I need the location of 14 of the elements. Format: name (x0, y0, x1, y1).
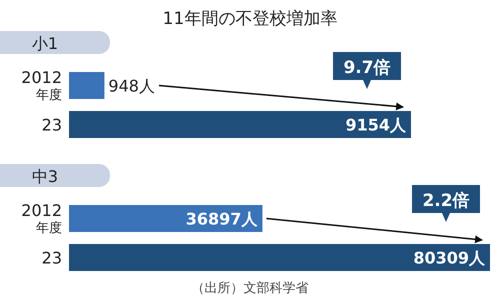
data-label: 948人 (108, 76, 155, 96)
annotation: 2.2倍 (422, 191, 470, 211)
chart-subtitle: 中3 (32, 167, 58, 186)
y-tick-label: 23 (42, 116, 62, 134)
y-tick-label: 2012 年度 (21, 201, 62, 236)
text: （出所）文部科学省 (192, 281, 308, 296)
y-tick-label: 23 (42, 248, 62, 268)
annotation: 9.7倍 (343, 58, 391, 78)
y-tick-label: 2012 年度 (21, 68, 62, 103)
chart-subtitle: 小1 (32, 34, 58, 53)
data-label: 36897人 (186, 210, 258, 228)
data-label: 80309人 (413, 248, 486, 268)
chart-title: 11年間の不登校増加率 (162, 9, 338, 29)
data-label: 9154人 (345, 116, 407, 134)
